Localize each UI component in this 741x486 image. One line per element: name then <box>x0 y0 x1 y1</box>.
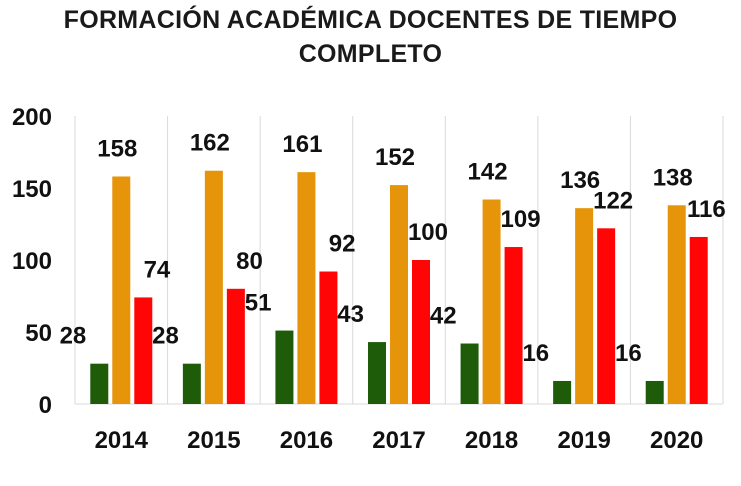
bar <box>204 170 223 404</box>
y-tick-label: 200 <box>12 104 52 131</box>
bar <box>112 176 131 404</box>
data-label: 16 <box>522 340 549 367</box>
data-label: 116 <box>687 196 726 223</box>
data-label: 74 <box>144 256 171 283</box>
data-label: 28 <box>60 323 87 350</box>
bar <box>275 330 294 404</box>
y-tick-label: 50 <box>25 320 52 347</box>
bar <box>689 236 708 404</box>
data-label: 142 <box>468 159 508 186</box>
y-tick-label: 100 <box>12 248 52 275</box>
bar <box>667 205 686 404</box>
data-label: 92 <box>329 231 356 258</box>
data-label: 51 <box>245 290 272 317</box>
bar <box>226 288 245 404</box>
bar <box>482 199 501 404</box>
bar <box>182 363 201 404</box>
bar <box>460 343 479 404</box>
y-tick-label: 150 <box>12 176 52 203</box>
chart-title-line-2: COMPLETO <box>298 40 443 68</box>
bar <box>504 247 523 404</box>
bar <box>412 260 430 404</box>
x-tick-label: 2017 <box>372 427 425 454</box>
data-label: 161 <box>282 131 322 158</box>
data-label: 122 <box>593 187 633 214</box>
x-tick-label: 2014 <box>95 427 149 454</box>
bar <box>575 208 594 404</box>
x-tick-label: 2018 <box>465 427 518 454</box>
x-tick-label: 2019 <box>557 427 610 454</box>
data-label: 162 <box>190 130 230 157</box>
data-label: 42 <box>430 303 457 330</box>
bar <box>645 380 664 404</box>
data-label: 152 <box>375 144 415 171</box>
chart-title-line-1: FORMACIÓN ACADÉMICA DOCENTES DE TIEMPO <box>63 6 678 34</box>
x-tick-label: 2015 <box>187 427 240 454</box>
data-label: 43 <box>337 301 364 328</box>
data-label: 100 <box>408 219 448 246</box>
data-label: 158 <box>97 135 137 162</box>
bar <box>597 228 616 404</box>
data-label: 28 <box>152 323 179 350</box>
data-label: 16 <box>615 340 642 367</box>
data-label: 109 <box>501 206 541 233</box>
data-label: 136 <box>560 167 600 194</box>
data-label: 80 <box>236 248 263 275</box>
y-tick-label: 0 <box>39 392 52 419</box>
bar <box>90 363 109 404</box>
bar <box>390 185 408 404</box>
bar <box>134 297 153 404</box>
data-label: 138 <box>653 164 693 191</box>
x-tick-label: 2016 <box>280 427 333 454</box>
x-tick-label: 2020 <box>650 427 703 454</box>
bar <box>319 271 338 404</box>
bar <box>297 172 316 404</box>
bar <box>553 380 572 404</box>
bar <box>368 342 386 404</box>
